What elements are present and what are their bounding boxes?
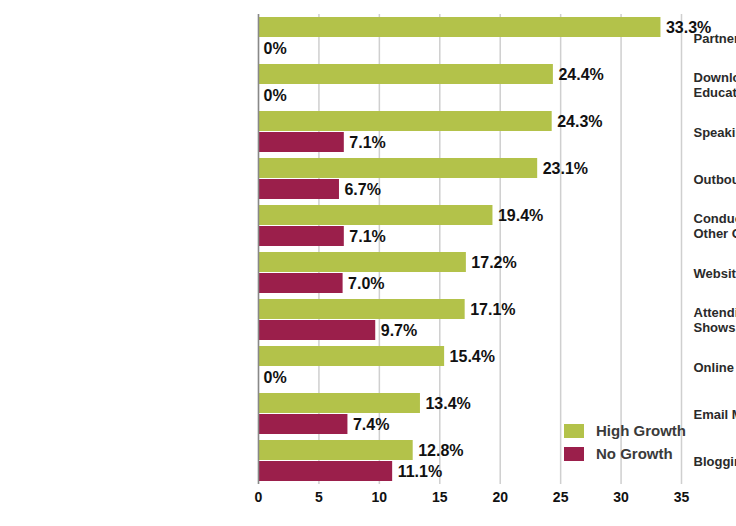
svg-text:7.1%: 7.1% [349,228,385,245]
svg-text:7.1%: 7.1% [349,134,385,151]
svg-text:Downloadable,Educational Conte: Downloadable,Educational Content [694,70,736,100]
svg-text:24.3%: 24.3% [557,113,602,130]
svg-text:6.7%: 6.7% [344,181,380,198]
svg-text:Email Marketing: Email Marketing [694,407,736,422]
html-text:High Growth: High Growth [596,422,686,439]
svg-text:10: 10 [372,489,388,505]
svg-text:20: 20 [492,489,508,505]
svg-text:Conducting Webinars orOther On: Conducting Webinars orOther Online Educa… [694,211,736,241]
svg-text:35: 35 [674,489,690,505]
svg-text:Blogging: Blogging [694,454,736,469]
svg-text:23.1%: 23.1% [543,160,588,177]
svg-text:17.2%: 17.2% [471,254,516,271]
svg-text:11.1%: 11.1% [398,463,442,480]
svg-text:15: 15 [432,489,448,505]
svg-text:Attending Conferences, TradeSh: Attending Conferences, TradeShows, or Ot… [694,305,736,335]
svg-text:Website: Website [694,266,736,281]
svg-text:12.8%: 12.8% [418,442,463,459]
svg-text:0%: 0% [264,87,287,104]
svg-text:0%: 0% [264,369,287,386]
svg-text:Outbound Phone Marketing: Outbound Phone Marketing [694,172,736,187]
html-text:No Growth: No Growth [596,445,673,462]
svg-text:Online Advertising: Online Advertising [694,360,736,375]
svg-text:0: 0 [255,489,263,505]
svg-text:25: 25 [553,489,569,505]
svg-text:19.4%: 19.4% [498,207,543,224]
svg-text:17.1%: 17.1% [470,301,515,318]
svg-text:15.4%: 15.4% [450,348,495,365]
svg-text:Speaking Engagements: Speaking Engagements [694,125,736,140]
svg-text:13.4%: 13.4% [425,395,470,412]
svg-text:5: 5 [315,489,323,505]
svg-text:24.4%: 24.4% [558,66,603,83]
svg-text:33.3%: 33.3% [666,18,712,36]
svg-text:9.7%: 9.7% [381,322,417,339]
svg-text:0%: 0% [264,40,287,57]
svg-text:7.0%: 7.0% [348,275,384,292]
svg-text:Partnership Marketing: Partnership Marketing [694,31,736,46]
svg-text:7.4%: 7.4% [353,416,389,433]
svg-text:30: 30 [613,489,629,505]
